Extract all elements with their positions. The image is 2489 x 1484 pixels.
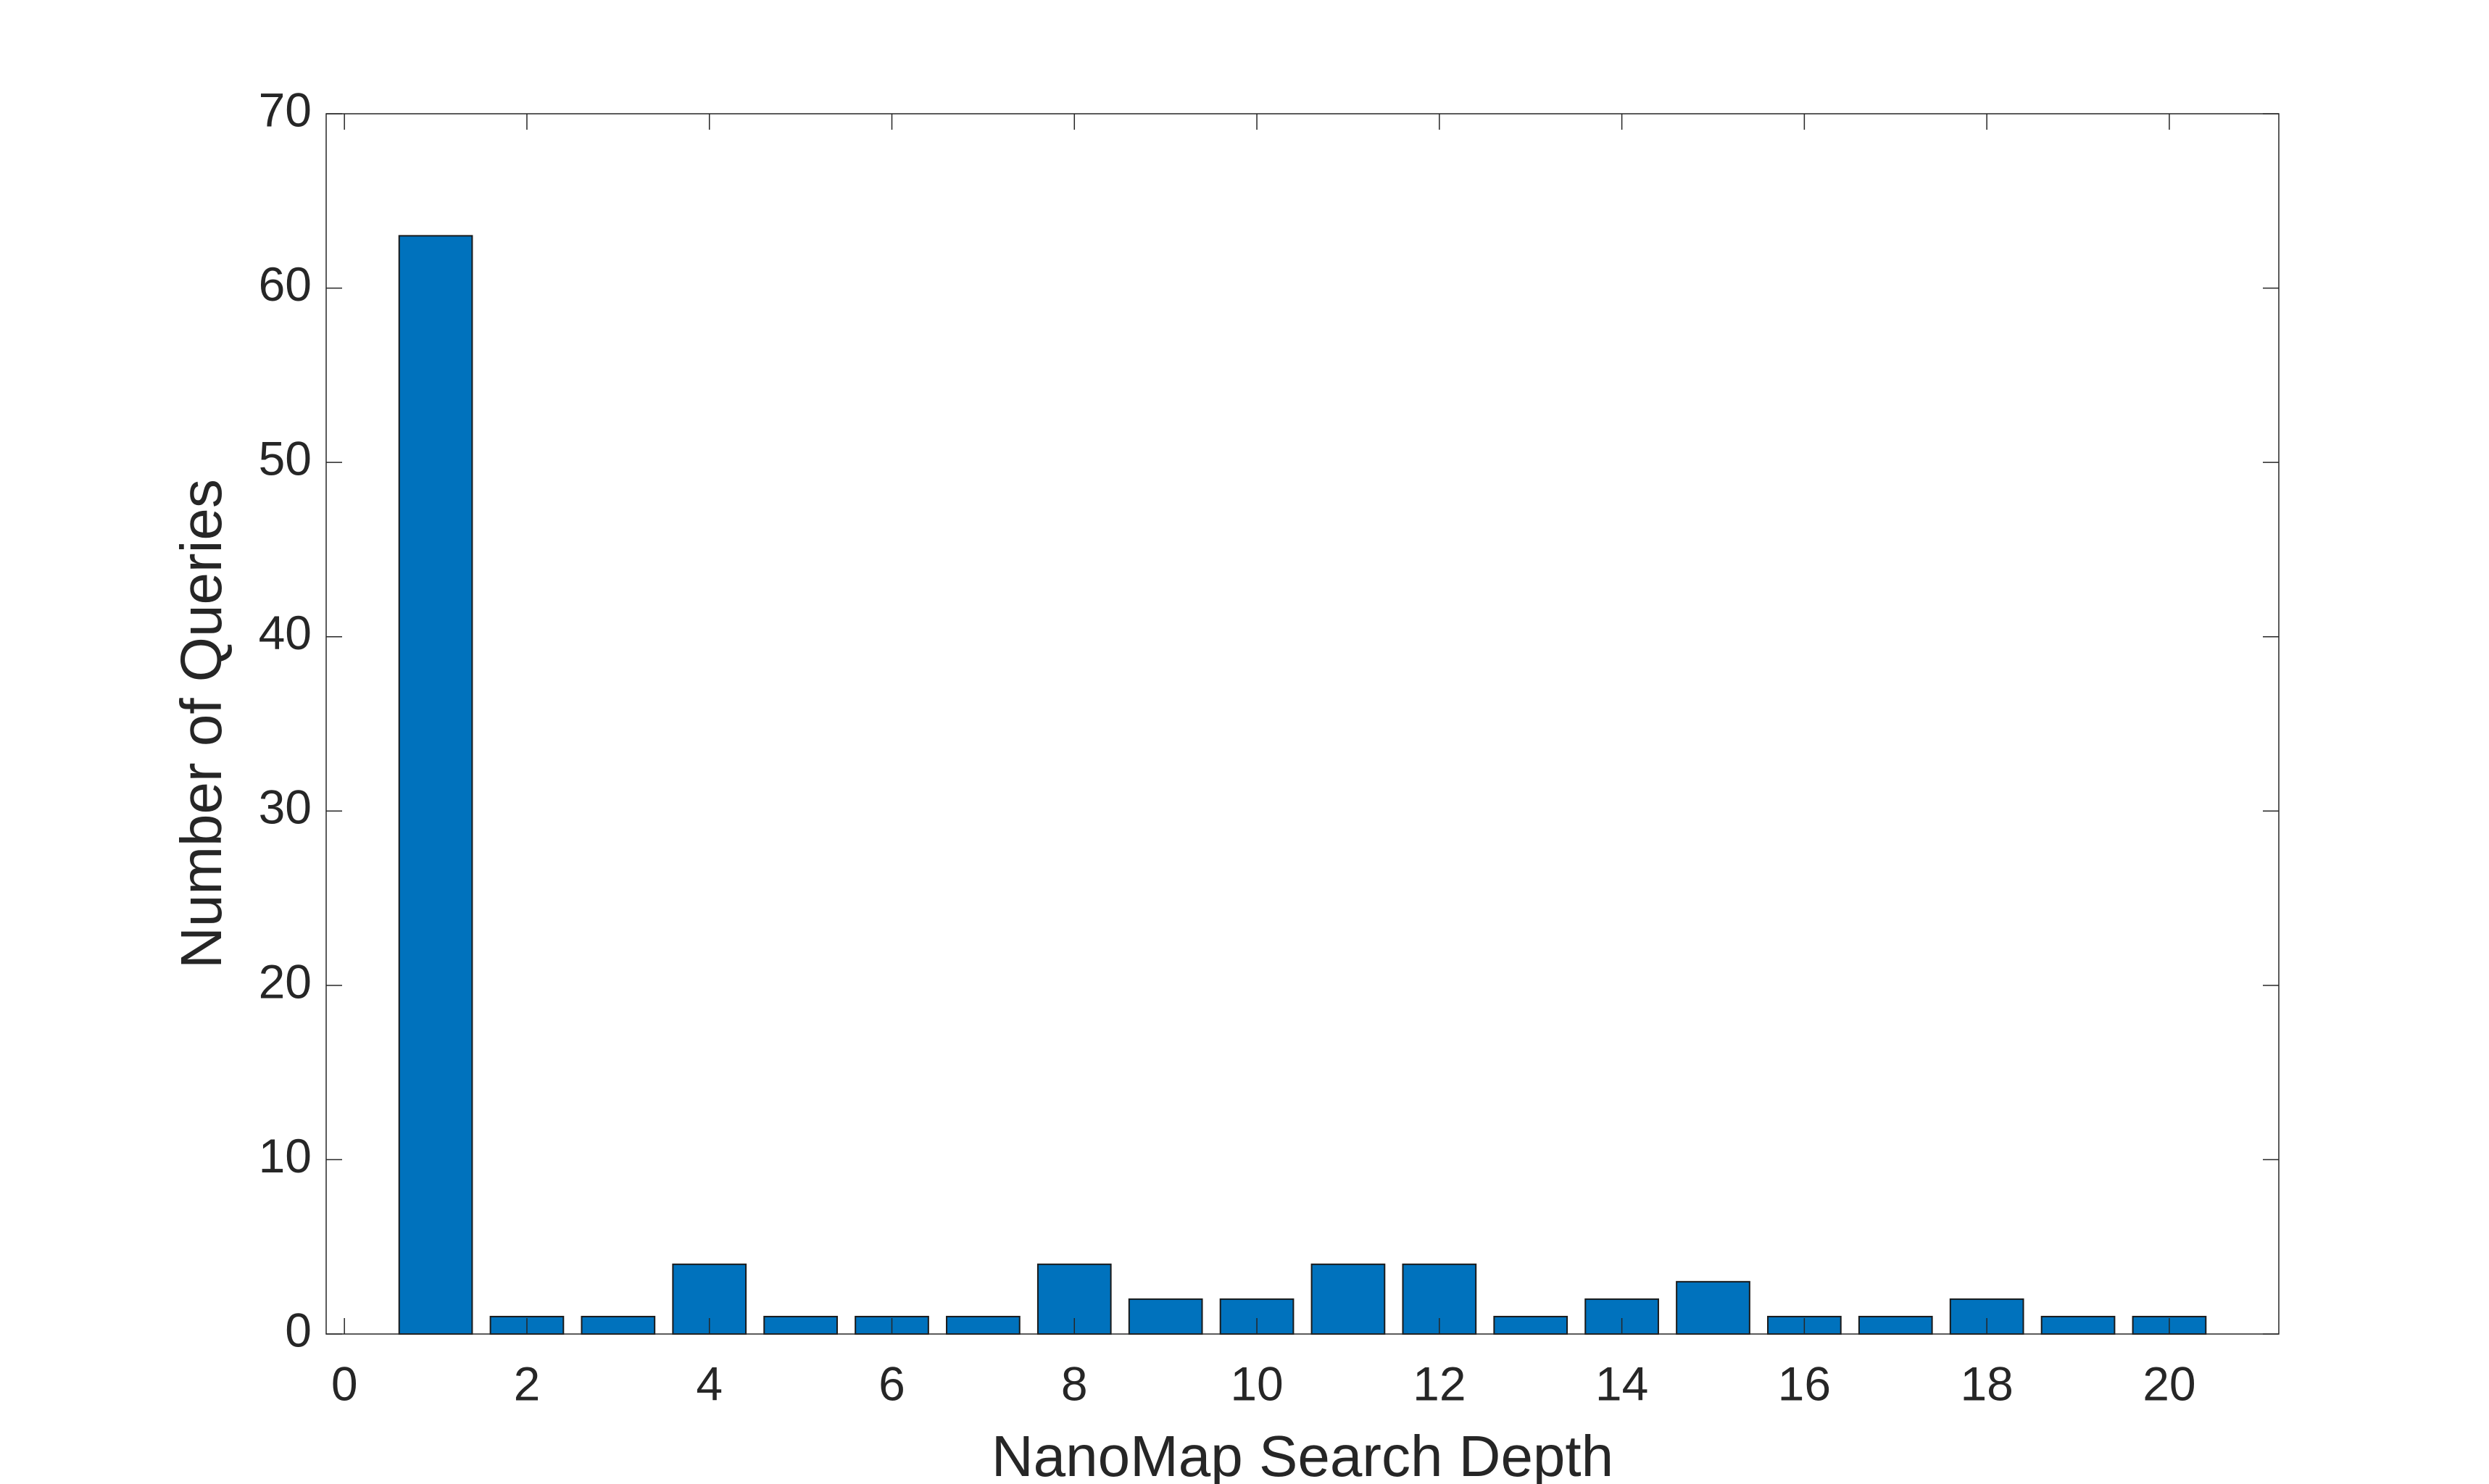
y-tick-label: 30: [259, 780, 312, 834]
y-tick-label: 50: [259, 432, 312, 485]
x-tick-label: 18: [1960, 1356, 2013, 1410]
x-tick-label: 2: [514, 1356, 541, 1410]
bar: [946, 1315, 1021, 1335]
y-tick-label: 70: [259, 83, 312, 136]
bar: [1676, 1280, 1750, 1335]
y-tick-label: 10: [259, 1129, 312, 1183]
x-tick-label: 4: [696, 1356, 723, 1410]
bar: [1858, 1315, 1933, 1335]
bar: [1493, 1315, 1568, 1335]
y-tick-label: 60: [259, 257, 312, 311]
bar: [763, 1315, 838, 1335]
x-tick-label: 10: [1230, 1356, 1283, 1410]
x-tick-label: 12: [1413, 1356, 1466, 1410]
y-tick-label: 20: [259, 954, 312, 1008]
bar: [581, 1315, 656, 1335]
bar: [1128, 1298, 1203, 1335]
x-tick-label: 14: [1595, 1356, 1648, 1410]
bar: [398, 235, 473, 1335]
x-tick-label: 8: [1061, 1356, 1088, 1410]
bar: [1310, 1263, 1386, 1335]
x-tick-label: 20: [2143, 1356, 2195, 1410]
y-axis-label: Number of Queries: [169, 479, 233, 969]
bar: [2040, 1315, 2116, 1335]
x-tick-label: 6: [878, 1356, 905, 1410]
y-tick-label: 0: [285, 1303, 312, 1356]
axes-box: [325, 113, 2280, 1335]
x-tick-label: 0: [331, 1356, 358, 1410]
x-axis-label: NanoMap Search Depth: [992, 1424, 1613, 1484]
x-tick-label: 16: [1778, 1356, 1831, 1410]
y-tick-label: 40: [259, 606, 312, 659]
